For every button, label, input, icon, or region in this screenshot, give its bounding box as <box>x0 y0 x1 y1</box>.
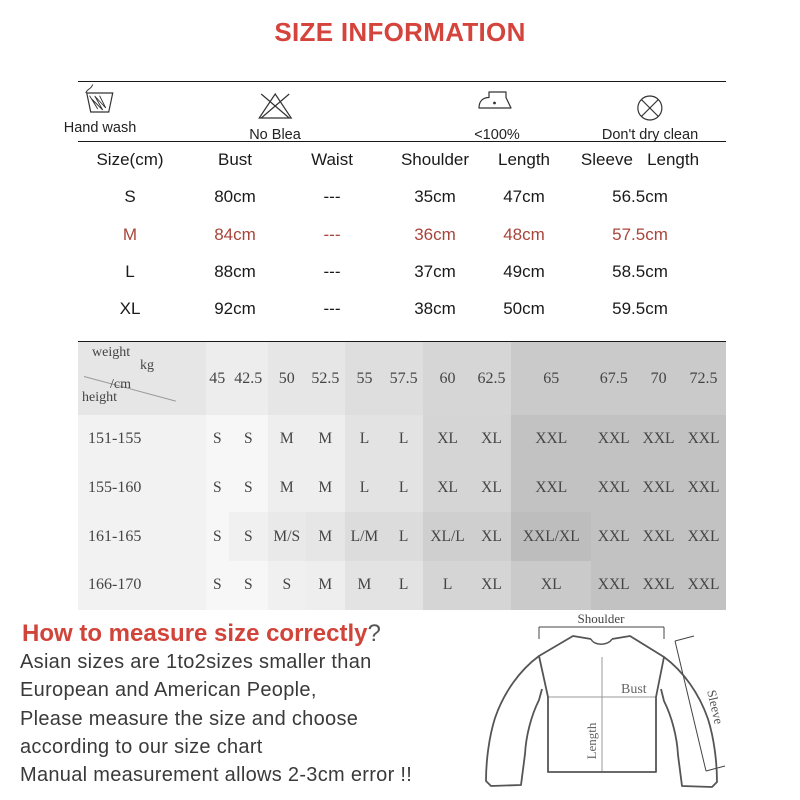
svg-text:Shoulder: Shoulder <box>578 613 626 626</box>
svg-text:Bust: Bust <box>621 682 647 697</box>
svg-text:Length: Length <box>584 722 599 759</box>
